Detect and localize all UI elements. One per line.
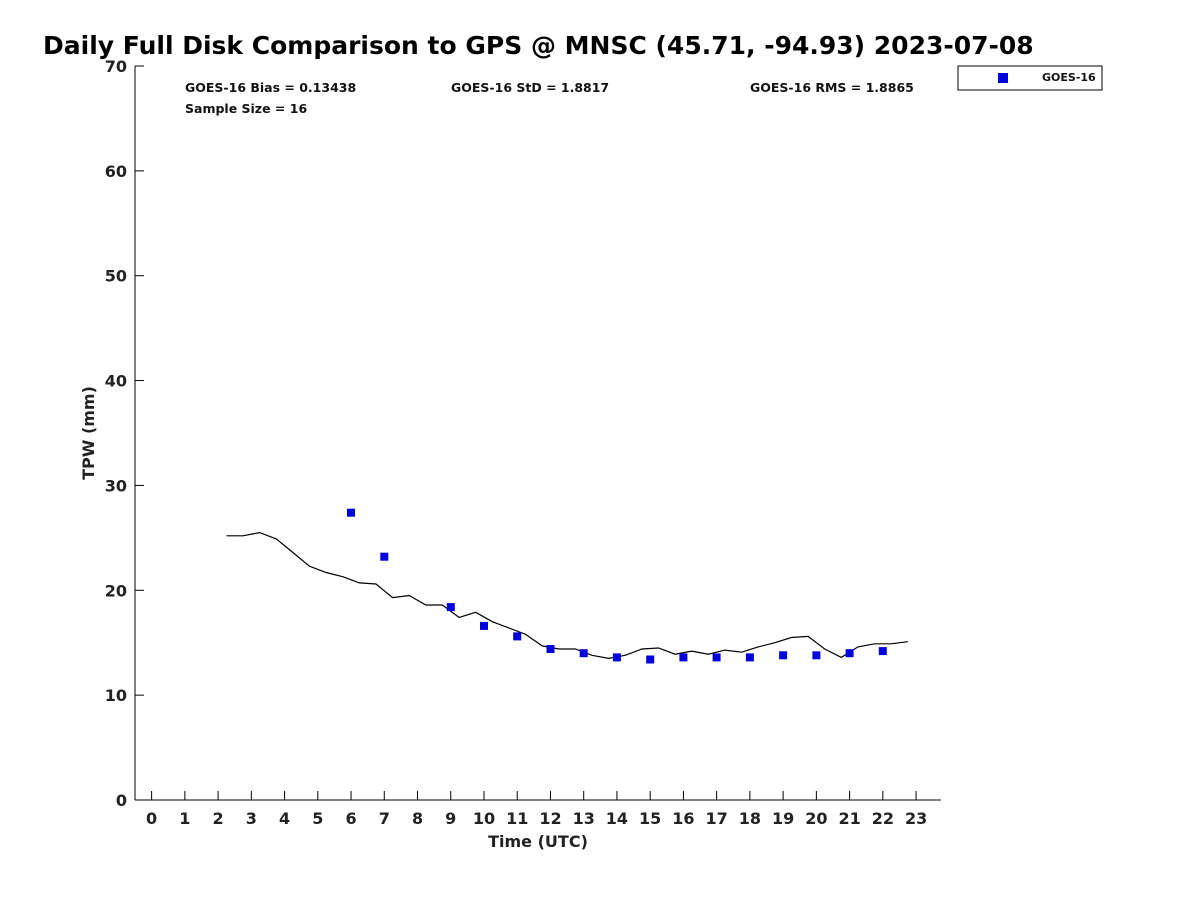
goes16-point: [878, 647, 887, 656]
y-tick-label: 10: [105, 686, 127, 705]
legend-box: [957, 65, 1103, 91]
goes16-point: [513, 632, 522, 641]
goes16-point: [380, 552, 389, 561]
x-tick-label: 6: [345, 809, 356, 828]
plot-frame: [134, 66, 941, 801]
y-tick-label: 0: [116, 791, 127, 810]
goes16-point: [812, 651, 821, 660]
chart-title: Daily Full Disk Comparison to GPS @ MNSC…: [43, 31, 1034, 60]
rms-stat: GOES-16 RMS = 1.8865: [750, 80, 914, 95]
x-tick-label: 11: [506, 809, 528, 828]
y-axis: 0 10 20 30 40 50 60 70: [105, 57, 144, 810]
y-tick-label: 40: [105, 372, 127, 391]
sample-size-stat: Sample Size = 16: [185, 101, 307, 116]
x-tick-label: 5: [312, 809, 323, 828]
x-axis: 0 1 2 3 4 5 6 7 8 9 10 11 12 13 14 15 16 17 18 19 20 21 22 23: [146, 791, 927, 828]
x-tick-label: 20: [805, 809, 827, 828]
goes16-point: [579, 649, 588, 658]
goes16-point: [646, 655, 655, 664]
x-tick-label: 19: [772, 809, 794, 828]
x-tick-label: 23: [905, 809, 927, 828]
goes16-point: [679, 653, 688, 662]
y-tick-label: 50: [105, 267, 127, 286]
x-tick-label: 1: [179, 809, 190, 828]
goes16-point: [546, 645, 555, 653]
goes16-series: [347, 508, 887, 664]
legend: GOES-16: [957, 65, 1103, 91]
x-tick-label: 15: [639, 809, 661, 828]
goes16-point: [712, 653, 721, 662]
std-stat: GOES-16 StD = 1.8817: [451, 80, 609, 95]
x-tick-label: 3: [246, 809, 257, 828]
x-tick-label: 14: [606, 809, 628, 828]
x-tick-label: 21: [838, 809, 860, 828]
x-tick-label: 18: [739, 809, 761, 828]
x-tick-label: 10: [473, 809, 495, 828]
x-tick-label: 9: [445, 809, 456, 828]
legend-marker-goes16: [998, 73, 1008, 83]
y-tick-label: 30: [105, 476, 127, 495]
y-tick-label: 70: [105, 57, 127, 76]
x-tick-label: 17: [706, 809, 728, 828]
x-tick-label: 4: [279, 809, 290, 828]
x-tick-label: 0: [146, 809, 157, 828]
x-tick-label: 2: [213, 809, 224, 828]
x-tick-label: 8: [412, 809, 423, 828]
gps-line: [226, 531, 908, 660]
goes16-point: [612, 653, 621, 662]
goes16-point: [347, 508, 355, 517]
goes16-point: [779, 651, 788, 660]
bias-stat: GOES-16 Bias = 0.13438: [185, 80, 356, 95]
goes16-point: [845, 649, 854, 658]
x-tick-label: 16: [672, 809, 694, 828]
x-tick-label: 22: [872, 809, 894, 828]
y-tick-label: 20: [105, 581, 127, 600]
goes16-point: [446, 603, 455, 612]
x-tick-label: 7: [379, 809, 390, 828]
x-tick-label: 13: [573, 809, 595, 828]
goes16-point: [480, 621, 488, 630]
x-tick-label: 12: [539, 809, 561, 828]
x-axis-label: Time (UTC): [488, 832, 588, 851]
y-axis-label: TPW (mm): [79, 386, 98, 480]
legend-label-goes16: GOES-16: [1042, 71, 1096, 84]
goes16-point: [745, 653, 754, 662]
y-tick-label: 60: [105, 162, 127, 181]
gps-series: [226, 531, 908, 660]
